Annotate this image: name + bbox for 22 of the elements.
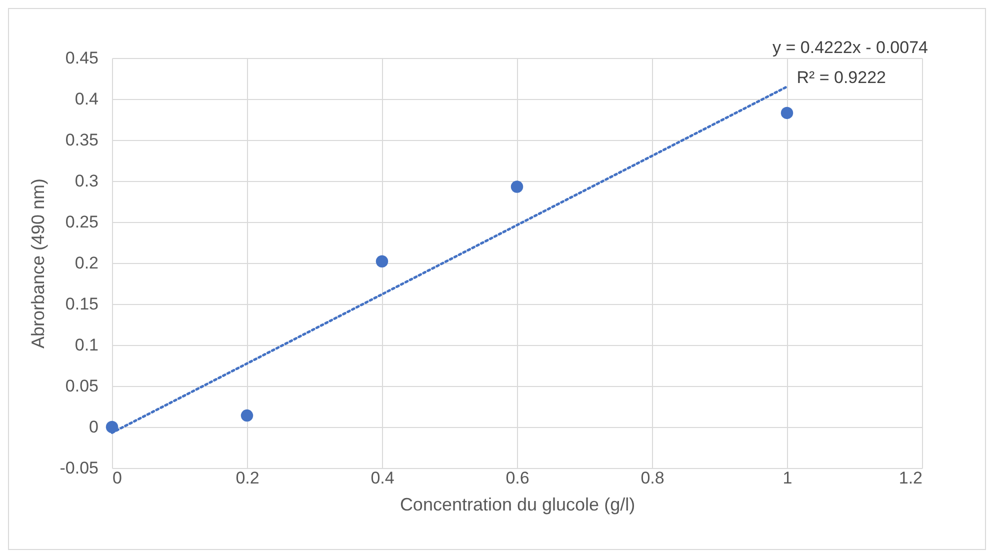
- y-tick-label: -0.05: [60, 458, 98, 478]
- x-tick-label: 1.2: [898, 468, 922, 488]
- y-tick-label: 0.25: [65, 212, 98, 232]
- text: y = 0.4222x - 0.0074: [772, 38, 928, 57]
- y-tick-label: 0.05: [65, 376, 98, 396]
- y-tick-label: 0.45: [65, 48, 98, 68]
- y-axis-title: Abrorbance (490 nm): [28, 178, 48, 349]
- y-tick-label: 0: [89, 418, 98, 436]
- x-tick-label: 0.2: [236, 468, 260, 488]
- x-tick-label: 1: [782, 468, 792, 488]
- y-tick-label: 0.15: [65, 294, 98, 314]
- y-tick-label: 0.3: [74, 172, 98, 190]
- y-tick-label: 0.2: [74, 254, 98, 272]
- x-tick-label: 0.8: [640, 468, 664, 488]
- x-tick-label: 0.4: [370, 468, 394, 488]
- annotation: R² = 0.9222: [796, 68, 886, 87]
- x-tick-label: 0.6: [506, 468, 530, 488]
- y-tick-label: 0.1: [74, 336, 98, 354]
- y-tick-label: 0.4: [74, 90, 98, 108]
- x-axis-title: Concentration du glucole (g/l): [400, 494, 636, 514]
- y-tick-label: 0.35: [65, 130, 98, 150]
- x-tick-label: 0: [112, 468, 122, 488]
